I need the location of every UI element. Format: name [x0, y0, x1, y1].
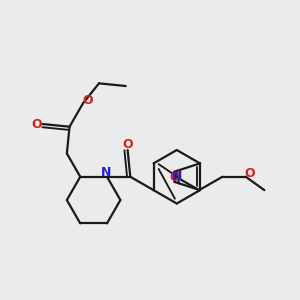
- Text: O: O: [169, 171, 180, 184]
- Text: N: N: [171, 170, 182, 183]
- Text: O: O: [82, 94, 93, 107]
- Text: O: O: [244, 167, 255, 180]
- Text: N: N: [100, 166, 111, 179]
- Text: O: O: [122, 138, 133, 151]
- Text: O: O: [32, 118, 42, 130]
